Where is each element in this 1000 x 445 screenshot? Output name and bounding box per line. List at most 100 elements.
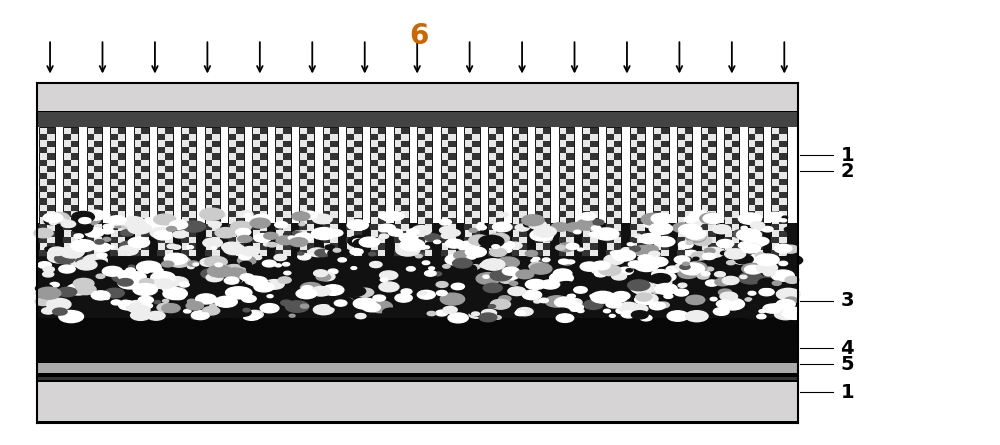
Bar bbox=[323, 134, 330, 140]
Circle shape bbox=[172, 293, 185, 299]
Circle shape bbox=[542, 258, 550, 262]
Bar bbox=[307, 179, 314, 185]
Circle shape bbox=[231, 221, 252, 231]
Bar bbox=[448, 231, 456, 237]
Circle shape bbox=[762, 227, 773, 232]
Bar bbox=[701, 134, 708, 140]
Bar bbox=[566, 166, 574, 173]
Bar bbox=[181, 237, 189, 243]
Circle shape bbox=[763, 304, 782, 313]
Bar bbox=[417, 160, 425, 166]
Circle shape bbox=[494, 263, 504, 267]
Bar bbox=[118, 192, 125, 198]
Bar bbox=[653, 173, 661, 179]
Circle shape bbox=[72, 211, 94, 222]
Circle shape bbox=[215, 227, 236, 238]
Bar bbox=[401, 243, 409, 250]
Bar bbox=[370, 224, 378, 231]
Bar bbox=[535, 134, 543, 140]
Circle shape bbox=[559, 259, 569, 264]
Circle shape bbox=[599, 265, 621, 275]
Circle shape bbox=[640, 259, 652, 265]
Bar bbox=[189, 205, 196, 211]
Text: 4: 4 bbox=[840, 339, 854, 358]
Text: 5: 5 bbox=[840, 355, 854, 374]
Bar bbox=[63, 250, 71, 256]
Bar bbox=[441, 237, 448, 243]
Circle shape bbox=[785, 297, 798, 303]
Bar bbox=[661, 218, 669, 224]
Circle shape bbox=[50, 283, 59, 287]
Bar bbox=[212, 231, 220, 237]
Circle shape bbox=[508, 242, 522, 249]
Bar bbox=[614, 243, 621, 250]
Circle shape bbox=[124, 277, 148, 289]
Bar bbox=[37, 83, 798, 111]
Bar bbox=[441, 127, 456, 256]
Bar bbox=[488, 224, 496, 231]
Bar bbox=[755, 128, 763, 134]
Circle shape bbox=[118, 270, 140, 281]
Circle shape bbox=[782, 255, 803, 265]
Circle shape bbox=[615, 296, 627, 302]
Circle shape bbox=[734, 255, 753, 264]
Bar bbox=[236, 243, 244, 250]
Circle shape bbox=[612, 291, 630, 300]
Circle shape bbox=[667, 311, 688, 321]
Bar bbox=[653, 134, 661, 140]
Bar bbox=[39, 134, 47, 140]
Bar bbox=[39, 237, 47, 243]
Bar bbox=[307, 154, 314, 160]
Bar bbox=[732, 192, 739, 198]
Circle shape bbox=[405, 247, 413, 251]
Bar bbox=[417, 134, 425, 140]
Circle shape bbox=[680, 263, 705, 275]
Bar bbox=[724, 186, 732, 192]
Bar bbox=[606, 237, 614, 243]
Bar bbox=[228, 173, 236, 179]
Circle shape bbox=[262, 260, 276, 267]
Bar bbox=[47, 205, 55, 211]
Circle shape bbox=[151, 271, 175, 283]
Bar bbox=[685, 179, 692, 185]
Circle shape bbox=[541, 280, 560, 289]
Circle shape bbox=[679, 224, 702, 235]
Bar bbox=[417, 186, 425, 192]
Bar bbox=[354, 128, 362, 134]
Circle shape bbox=[246, 310, 263, 319]
Circle shape bbox=[71, 240, 95, 252]
Bar bbox=[63, 198, 71, 205]
Bar bbox=[157, 127, 173, 256]
Bar bbox=[448, 154, 456, 160]
Circle shape bbox=[53, 308, 67, 315]
Bar bbox=[771, 250, 779, 256]
Bar bbox=[141, 128, 149, 134]
Bar bbox=[63, 127, 78, 256]
Circle shape bbox=[743, 310, 762, 319]
Bar bbox=[354, 179, 362, 185]
Bar bbox=[181, 173, 189, 179]
Bar bbox=[755, 154, 763, 160]
Bar bbox=[630, 237, 637, 243]
Circle shape bbox=[311, 287, 331, 296]
Circle shape bbox=[107, 216, 126, 225]
Bar bbox=[205, 211, 212, 218]
Bar bbox=[330, 205, 338, 211]
Bar bbox=[346, 134, 354, 140]
Circle shape bbox=[187, 246, 194, 249]
Circle shape bbox=[727, 261, 735, 265]
Circle shape bbox=[110, 220, 125, 228]
Bar bbox=[47, 179, 55, 185]
Circle shape bbox=[97, 212, 110, 218]
Circle shape bbox=[314, 234, 326, 240]
Bar bbox=[252, 211, 260, 218]
Circle shape bbox=[776, 288, 800, 300]
Bar bbox=[590, 192, 598, 198]
Circle shape bbox=[591, 226, 601, 231]
Circle shape bbox=[85, 210, 106, 220]
Bar bbox=[134, 237, 141, 243]
Bar bbox=[543, 192, 550, 198]
Circle shape bbox=[678, 241, 693, 248]
Circle shape bbox=[350, 290, 363, 295]
Bar bbox=[189, 243, 196, 250]
